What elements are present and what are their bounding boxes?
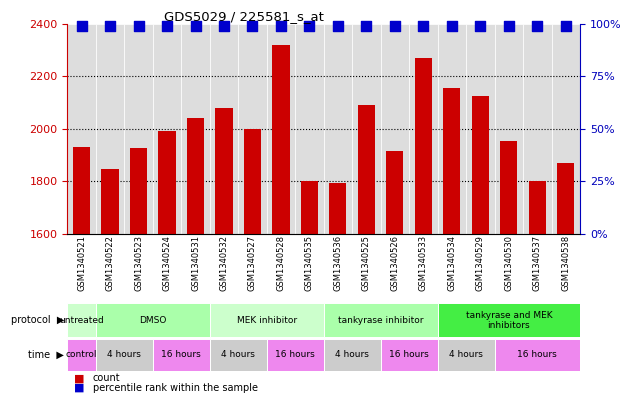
FancyBboxPatch shape: [552, 24, 580, 234]
FancyBboxPatch shape: [96, 303, 210, 337]
FancyBboxPatch shape: [523, 24, 552, 234]
Text: control: control: [66, 350, 97, 359]
FancyBboxPatch shape: [324, 339, 381, 371]
Text: 16 hours: 16 hours: [389, 350, 429, 359]
Bar: [101, 169, 119, 234]
FancyBboxPatch shape: [495, 24, 523, 234]
Text: 16 hours: 16 hours: [517, 350, 557, 359]
FancyBboxPatch shape: [267, 24, 296, 234]
Text: tankyrase inhibitor: tankyrase inhibitor: [338, 316, 424, 325]
FancyBboxPatch shape: [381, 24, 409, 234]
Point: [362, 23, 372, 29]
Point: [105, 23, 115, 29]
Point: [532, 23, 542, 29]
FancyBboxPatch shape: [495, 339, 580, 371]
Point: [133, 23, 144, 29]
Text: 4 hours: 4 hours: [221, 350, 255, 359]
Text: protocol  ▶: protocol ▶: [11, 315, 64, 325]
Bar: [329, 183, 347, 234]
Bar: [358, 105, 375, 234]
FancyBboxPatch shape: [96, 24, 124, 234]
Point: [419, 23, 429, 29]
Point: [390, 23, 400, 29]
FancyBboxPatch shape: [210, 303, 324, 337]
Point: [276, 23, 286, 29]
Point: [561, 23, 571, 29]
Bar: [415, 58, 432, 234]
Text: 16 hours: 16 hours: [162, 350, 201, 359]
Bar: [387, 151, 403, 234]
Bar: [244, 129, 261, 234]
Point: [247, 23, 258, 29]
Text: 16 hours: 16 hours: [276, 350, 315, 359]
Bar: [215, 108, 233, 234]
Point: [447, 23, 457, 29]
Point: [76, 23, 87, 29]
Point: [219, 23, 229, 29]
FancyBboxPatch shape: [181, 24, 210, 234]
FancyBboxPatch shape: [352, 24, 381, 234]
FancyBboxPatch shape: [296, 24, 324, 234]
FancyBboxPatch shape: [438, 24, 466, 234]
FancyBboxPatch shape: [153, 339, 210, 371]
FancyBboxPatch shape: [438, 339, 495, 371]
FancyBboxPatch shape: [381, 339, 438, 371]
FancyBboxPatch shape: [238, 24, 267, 234]
Bar: [130, 149, 147, 234]
Bar: [529, 181, 546, 234]
Point: [333, 23, 343, 29]
Text: ■: ■: [74, 373, 84, 383]
Bar: [501, 141, 517, 234]
FancyBboxPatch shape: [210, 24, 238, 234]
FancyBboxPatch shape: [96, 339, 153, 371]
Bar: [444, 88, 460, 234]
Bar: [73, 147, 90, 234]
Text: count: count: [93, 373, 121, 383]
FancyBboxPatch shape: [67, 24, 96, 234]
Point: [475, 23, 485, 29]
Point: [162, 23, 172, 29]
Text: untreated: untreated: [59, 316, 104, 325]
FancyBboxPatch shape: [438, 303, 580, 337]
FancyBboxPatch shape: [324, 303, 438, 337]
Text: time  ▶: time ▶: [28, 350, 64, 360]
Bar: [187, 118, 204, 234]
FancyBboxPatch shape: [67, 339, 96, 371]
Point: [304, 23, 315, 29]
Text: 4 hours: 4 hours: [335, 350, 369, 359]
FancyBboxPatch shape: [466, 24, 495, 234]
Text: ■: ■: [74, 383, 84, 393]
Text: 4 hours: 4 hours: [107, 350, 141, 359]
FancyBboxPatch shape: [324, 24, 352, 234]
FancyBboxPatch shape: [67, 303, 96, 337]
Bar: [158, 131, 176, 234]
Bar: [472, 96, 489, 234]
Bar: [272, 44, 290, 234]
FancyBboxPatch shape: [124, 24, 153, 234]
FancyBboxPatch shape: [210, 339, 267, 371]
Text: DMSO: DMSO: [139, 316, 167, 325]
FancyBboxPatch shape: [409, 24, 438, 234]
Text: tankyrase and MEK
inhibitors: tankyrase and MEK inhibitors: [465, 310, 552, 330]
Text: MEK inhibitor: MEK inhibitor: [237, 316, 297, 325]
Bar: [557, 163, 574, 234]
Text: 4 hours: 4 hours: [449, 350, 483, 359]
Text: percentile rank within the sample: percentile rank within the sample: [93, 383, 258, 393]
Bar: [301, 181, 318, 234]
FancyBboxPatch shape: [153, 24, 181, 234]
Point: [504, 23, 514, 29]
Text: GDS5029 / 225581_s_at: GDS5029 / 225581_s_at: [163, 10, 324, 23]
Point: [190, 23, 201, 29]
FancyBboxPatch shape: [267, 339, 324, 371]
